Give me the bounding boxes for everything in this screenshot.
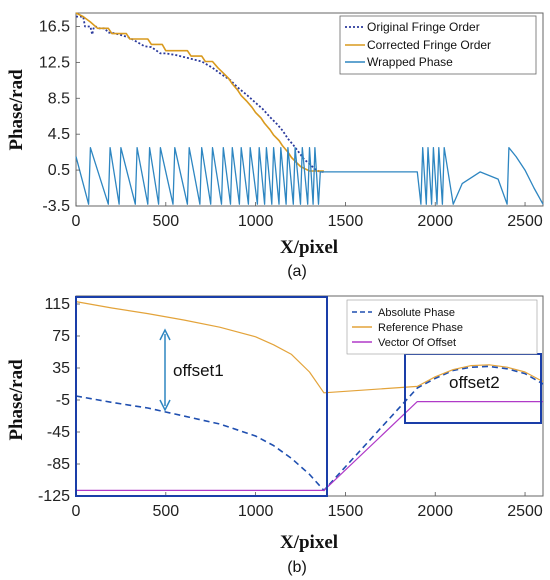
offset1-arrow-head-bottom — [159, 399, 171, 412]
y-tick-label: 16.5 — [39, 18, 70, 35]
panel-b-series — [75, 301, 544, 492]
legend-label-reference: Reference Phase — [378, 322, 463, 334]
legend-label-offset: Vector Of Offset — [378, 337, 456, 349]
legend-label-original: Original Fringe Order — [367, 20, 480, 34]
series-wrapped-phase — [75, 147, 544, 205]
y-tick-label: 4.5 — [48, 126, 70, 143]
x-tick-label: 1500 — [328, 213, 364, 230]
y-tick-label: 75 — [52, 328, 70, 345]
panel-b-y-label: Phase/rad — [6, 359, 27, 441]
panel-b-x-label: X/pixel — [280, 532, 338, 553]
series-reference-phase — [75, 301, 544, 394]
panel-b-x-ticks: 0 500 1000 1500 2000 2500 — [72, 492, 543, 520]
panel-a-x-label: X/pixel — [280, 237, 338, 258]
y-tick-label: 35 — [52, 360, 70, 377]
x-tick-label: 0 — [72, 503, 81, 520]
series-corrected-fringe-order — [75, 12, 324, 172]
series-original-fringe-order — [76, 15, 324, 173]
panel-a-y-label: Phase/rad — [6, 69, 27, 151]
y-tick-label: -5 — [56, 392, 70, 409]
x-tick-label: 1500 — [328, 503, 364, 520]
y-tick-label: -45 — [47, 424, 70, 441]
panel-a-caption: (a) — [287, 263, 307, 280]
offset1-label: offset1 — [173, 361, 224, 380]
x-tick-label: 1000 — [238, 503, 274, 520]
y-tick-label: -3.5 — [42, 198, 70, 215]
panel-b-legend-box — [346, 299, 538, 355]
x-tick-label: 2500 — [507, 213, 543, 230]
panel-b-legend: Absolute Phase Reference Phase Vector Of… — [346, 299, 538, 355]
offset1-arrow — [159, 328, 171, 412]
panel-b: 0 500 1000 1500 2000 2500 -125 -85 -45 -5 35 75 115… — [6, 295, 544, 576]
x-tick-label: 500 — [152, 503, 179, 520]
series-absolute-phase — [75, 365, 544, 492]
y-tick-label: 115 — [44, 296, 70, 313]
panel-a-series — [75, 12, 544, 205]
legend-label-wrapped: Wrapped Phase — [367, 55, 453, 69]
offset1-region-box — [75, 296, 328, 497]
x-tick-label: 0 — [72, 213, 81, 230]
x-tick-label: 500 — [152, 213, 179, 230]
y-tick-label: 12.5 — [39, 54, 70, 71]
panel-b-y-ticks: -125 -85 -45 -5 35 75 115 — [38, 296, 80, 505]
offset2-label: offset2 — [449, 373, 500, 392]
y-tick-label: 8.5 — [48, 90, 70, 107]
x-tick-label: 2500 — [507, 503, 543, 520]
panel-a-legend: Original Fringe Order Corrected Fringe O… — [339, 15, 537, 75]
panel-a-legend-box — [339, 15, 537, 75]
panel-a-y-ticks: -3.5 0.5 4.5 8.5 12.5 16.5 — [39, 18, 80, 215]
panel-b-caption: (b) — [287, 559, 307, 576]
legend-label-absolute: Absolute Phase — [378, 307, 455, 319]
y-tick-label: 0.5 — [48, 162, 70, 179]
series-vector-of-offset — [76, 401, 543, 491]
legend-label-corrected: Corrected Fringe Order — [367, 38, 491, 52]
offset1-arrow-head-top — [159, 328, 171, 341]
x-tick-label: 2000 — [417, 213, 453, 230]
x-tick-label: 1000 — [238, 213, 274, 230]
y-tick-label: -85 — [47, 456, 70, 473]
panel-a: 0 500 1000 1500 2000 2500 -3.5 0.5 4.5 8.5 12.5 16… — [6, 12, 544, 280]
x-tick-label: 2000 — [417, 503, 453, 520]
panel-a-x-ticks: 0 500 1000 1500 2000 2500 — [72, 202, 543, 230]
y-tick-label: -125 — [38, 488, 70, 505]
